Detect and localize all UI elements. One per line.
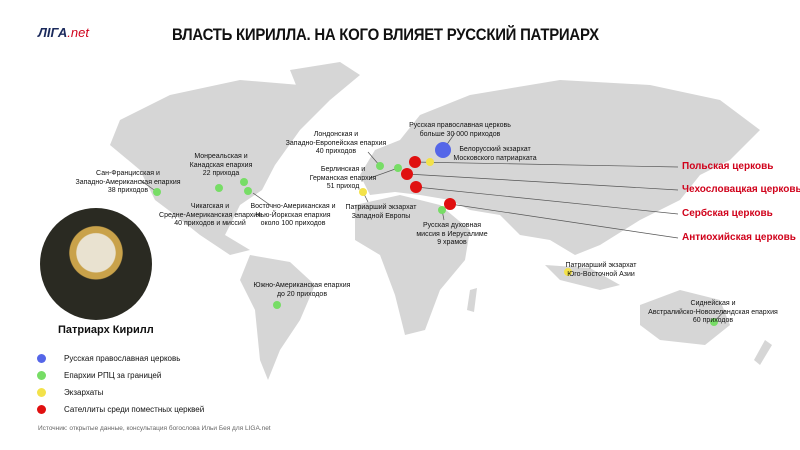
north-america bbox=[110, 80, 330, 255]
legend-label: Епархии РПЦ за границей bbox=[64, 371, 162, 380]
legend-label: Экзархаты bbox=[64, 388, 104, 397]
label-belarus: Белорусский экзархат Московского патриарх… bbox=[453, 146, 537, 162]
logo-text: ЛIГА bbox=[38, 25, 68, 40]
legend-label: Русская православная церковь bbox=[64, 354, 181, 363]
label-ny: Восточно-Американская и Нью-Йоркская епар… bbox=[250, 203, 336, 227]
marker-sea bbox=[564, 268, 572, 276]
greenland bbox=[290, 62, 360, 100]
label-montreal: Монреальская и Канадская епархия 22 приход… bbox=[189, 153, 253, 177]
continents bbox=[110, 62, 772, 380]
markers bbox=[153, 142, 718, 326]
legend-item: Экзархаты bbox=[37, 384, 204, 401]
green-dot-icon bbox=[37, 371, 46, 380]
legend-item: Сателлиты среди поместных церквей bbox=[37, 401, 204, 418]
marker-chicago bbox=[215, 184, 223, 192]
yellow-dot-icon bbox=[37, 388, 46, 397]
marker-polish bbox=[409, 156, 421, 168]
label-west-europe: Патриарший экзархат Западной Европы bbox=[345, 204, 417, 220]
legend-item: Епархии РПЦ за границей bbox=[37, 367, 204, 384]
legend-item: Русская православная церковь bbox=[37, 350, 204, 367]
marker-berlin bbox=[394, 164, 402, 172]
marker-west-europe bbox=[359, 188, 367, 196]
label-berlin: Берлинская и Германская епархия 51 приход bbox=[309, 166, 377, 190]
patriarch-portrait bbox=[40, 208, 152, 320]
marker-belarus bbox=[426, 158, 434, 166]
source-note: Источник: открытые данные, консультация … bbox=[38, 425, 271, 432]
label-sea: Патриарший экзархат Юго-Восточной Азии bbox=[565, 262, 637, 278]
africa bbox=[355, 195, 470, 335]
page-title: ВЛАСТЬ КИРИЛЛА. НА КОГО ВЛИЯЕТ РУССКИЙ П… bbox=[172, 25, 599, 44]
marker-ny bbox=[244, 187, 252, 195]
logo-suffix: .net bbox=[67, 25, 89, 40]
liga-logo: ЛIГА.net bbox=[38, 25, 89, 40]
marker-sf bbox=[153, 188, 161, 196]
satellite-serbian: Сербская церковь bbox=[682, 208, 773, 219]
blue-dot-icon bbox=[37, 354, 46, 363]
label-south-america: Южно-Американская епархия до 20 приходов bbox=[253, 282, 351, 298]
legend: Русская православная церковь Епархии РПЦ… bbox=[37, 350, 204, 418]
marker-russian-church bbox=[435, 142, 451, 158]
madagascar bbox=[467, 288, 477, 312]
se-asia bbox=[545, 265, 620, 290]
label-sydney: Сиднейская и Австралийско-Новозеландская … bbox=[648, 300, 778, 324]
label-chicago: Чикагская и Средне-Американская епархия 40… bbox=[159, 203, 261, 227]
eurasia bbox=[360, 80, 760, 255]
satellite-antioch: Антиохийская церковь bbox=[682, 232, 796, 243]
marker-south-america bbox=[273, 301, 281, 309]
label-jerusalem: Русская духовная миссия в Иерусалиме 9 хра… bbox=[416, 222, 488, 246]
red-dot-icon bbox=[37, 405, 46, 414]
australia bbox=[640, 290, 730, 345]
marker-london bbox=[376, 162, 384, 170]
legend-label: Сателлиты среди поместных церквей bbox=[64, 405, 205, 414]
satellite-polish: Польская церковь bbox=[682, 161, 774, 172]
marker-czech bbox=[401, 168, 413, 180]
label-sf: Сан-Францисская и Западно-Американская еп… bbox=[75, 170, 181, 194]
marker-serbian bbox=[410, 181, 422, 193]
satellite-czech: Чехословацкая церковь bbox=[682, 184, 800, 195]
marker-antioch bbox=[444, 198, 456, 210]
south-america bbox=[240, 255, 315, 380]
marker-montreal bbox=[240, 178, 248, 186]
portrait-caption: Патриарх Кирилл bbox=[58, 324, 154, 336]
new-zealand bbox=[754, 340, 772, 365]
marker-sydney bbox=[710, 318, 718, 326]
label-russia: Русская православная церковь больше 30 00… bbox=[409, 122, 511, 138]
label-london: Лондонская и Западно-Европейская епархия 4… bbox=[285, 131, 387, 155]
marker-jerusalem bbox=[438, 206, 446, 214]
